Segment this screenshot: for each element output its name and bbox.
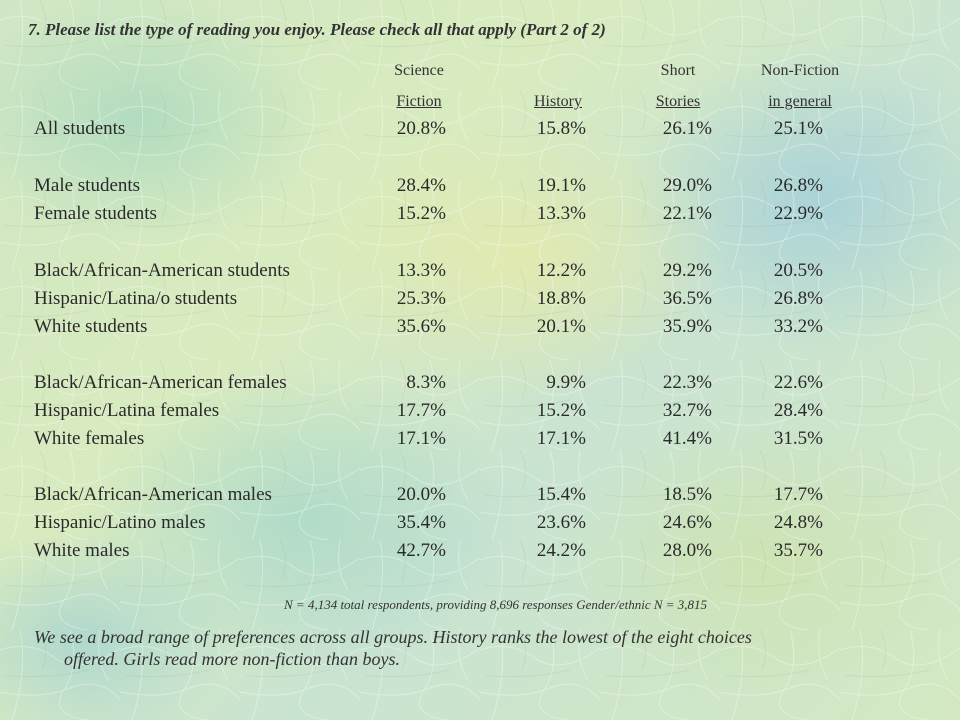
table-cell: 20.0%: [396, 484, 446, 505]
table-cell: 17.1%: [536, 428, 586, 449]
table-cell: 24.6%: [662, 512, 712, 533]
table-cell: 28.4%: [396, 175, 446, 196]
table-cell: 28.4%: [773, 400, 823, 421]
table-cell: 20.5%: [773, 260, 823, 281]
slide-title: 7. Please list the type of reading you e…: [28, 20, 606, 39]
table-cell: 35.4%: [396, 512, 446, 533]
table-cell: 32.7%: [662, 400, 712, 421]
table-cell: 26.8%: [773, 175, 823, 196]
table-cell: 25.3%: [396, 288, 446, 309]
table-cell: 28.0%: [662, 540, 712, 561]
table-cell: 18.8%: [536, 288, 586, 309]
column-header-line2: Stories: [655, 93, 701, 110]
row-label: Black/African-American males: [34, 484, 272, 505]
row-label: Hispanic/Latina/o students: [34, 288, 238, 309]
column-header-line1: Short: [660, 62, 696, 79]
column-header-line2: History: [534, 93, 582, 110]
table-cell: 18.5%: [662, 484, 712, 505]
table-cell: 15.8%: [536, 118, 586, 139]
table-cell: 15.4%: [536, 484, 586, 505]
table-cell: 35.9%: [662, 316, 712, 337]
table-cell: 33.2%: [773, 316, 823, 337]
summary-line-1: We see a broad range of preferences acro…: [34, 627, 752, 647]
row-label: Female students: [34, 203, 157, 224]
table-cell: 23.6%: [536, 512, 586, 533]
table-cell: 13.3%: [536, 203, 586, 224]
table-cell: 8.3%: [406, 372, 446, 393]
table-cell: 42.7%: [396, 540, 446, 561]
table-cell: 12.2%: [536, 260, 586, 281]
table-cell: 29.0%: [662, 175, 712, 196]
row-label: Hispanic/Latina females: [34, 400, 220, 421]
table-cell: 31.5%: [773, 428, 823, 449]
row-label: Male students: [34, 175, 141, 196]
table-cell: 15.2%: [396, 203, 446, 224]
column-header-line1: Non-Fiction: [760, 62, 840, 79]
table-cell: 36.5%: [662, 288, 712, 309]
table-cell: 13.3%: [396, 260, 446, 281]
row-label: White students: [34, 316, 148, 337]
summary-line-2: offered. Girls read more non-fiction tha…: [64, 649, 400, 669]
table-cell: 22.1%: [662, 203, 712, 224]
table-cell: 35.6%: [396, 316, 446, 337]
table-cell: 22.9%: [773, 203, 823, 224]
table-cell: 29.2%: [662, 260, 712, 281]
row-label: White males: [34, 540, 130, 561]
table-cell: 22.3%: [662, 372, 712, 393]
column-header-line2: in general: [768, 93, 832, 110]
table-cell: 15.2%: [536, 400, 586, 421]
table-cell: 20.8%: [396, 118, 446, 139]
table-cell: 17.1%: [396, 428, 446, 449]
table-cell: 25.1%: [773, 118, 823, 139]
column-header-line2: Fiction: [396, 93, 442, 110]
table-cell: 41.4%: [662, 428, 712, 449]
table-cell: 24.2%: [536, 540, 586, 561]
table-cell: 24.8%: [773, 512, 823, 533]
table-cell: 17.7%: [396, 400, 446, 421]
row-label: All students: [34, 118, 126, 139]
table-cell: 9.9%: [546, 372, 586, 393]
table-cell: 35.7%: [773, 540, 823, 561]
table-cell: 19.1%: [536, 175, 586, 196]
row-label: Black/African-American students: [34, 260, 290, 281]
row-label: Hispanic/Latino males: [34, 512, 206, 533]
row-label: Black/African-American females: [34, 372, 287, 393]
summary-text: We see a broad range of preferences acro…: [34, 626, 914, 670]
table-cell: 17.7%: [773, 484, 823, 505]
table-cell: 26.1%: [662, 118, 712, 139]
table-cell: 22.6%: [773, 372, 823, 393]
column-header-line1: Science: [394, 62, 444, 79]
table-cell: 20.1%: [536, 316, 586, 337]
row-label: White females: [34, 428, 145, 449]
sample-size-note: N = 4,134 total respondents, providing 8…: [284, 597, 708, 612]
table-cell: 26.8%: [773, 288, 823, 309]
